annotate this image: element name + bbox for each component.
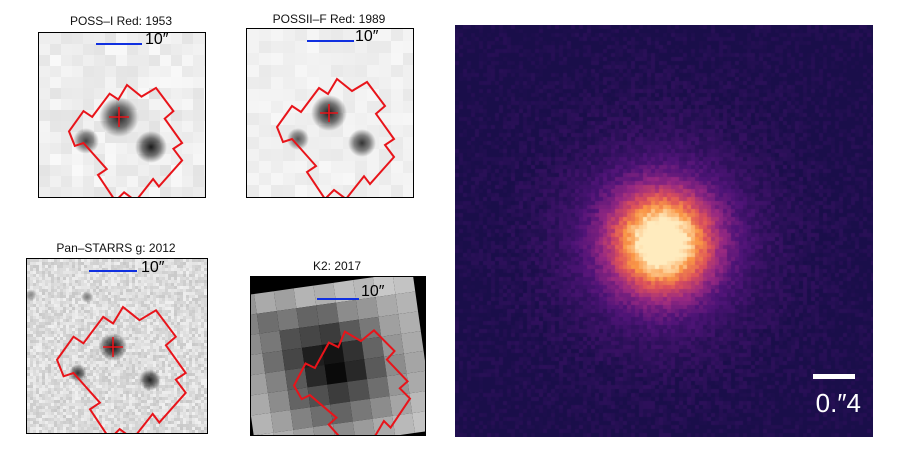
star-source: [81, 291, 93, 303]
psf-scalebar: [813, 374, 855, 379]
star-source: [69, 364, 87, 382]
scale-label-k2: 10″: [361, 283, 385, 300]
star-source: [73, 128, 99, 154]
aperture-outline: [67, 83, 184, 197]
image-poss1: [39, 33, 205, 197]
panel-title-panstarrs: Pan–STARRS g: 2012: [56, 241, 176, 255]
image-k2: [251, 277, 425, 435]
psf-canvas: [455, 25, 873, 437]
panel-title-poss1: POSS–I Red: 1953: [69, 14, 173, 28]
image-poss2: [247, 29, 413, 197]
star-source: [287, 128, 309, 150]
scale-label-poss1: 10″: [145, 32, 169, 48]
star-source: [27, 289, 37, 301]
scale-label-panstarrs: 10″: [141, 259, 165, 276]
panel-title-poss2: POSSII–F Red: 1989: [272, 12, 386, 26]
panel-k2: 10″: [250, 276, 426, 436]
panel-poss2: 10″: [246, 28, 414, 198]
aperture-outline: [275, 77, 396, 197]
psf-scale-label: 0.″4: [815, 388, 861, 418]
star-source: [348, 129, 376, 157]
scale-label-poss2: 10″: [355, 28, 379, 45]
image-panstarrs: [27, 259, 207, 433]
panel-poss1: 10″: [38, 32, 206, 198]
star-source: [139, 369, 161, 391]
k2-pixel-grid: [251, 277, 425, 435]
aperture-outline: [55, 305, 188, 433]
star-source: [135, 131, 167, 163]
panel-title-k2: K2: 2017: [312, 259, 362, 273]
psf-image: 0.″4: [455, 25, 873, 437]
panel-panstarrs: 10″: [26, 258, 208, 434]
aperture-outline: [292, 329, 412, 435]
